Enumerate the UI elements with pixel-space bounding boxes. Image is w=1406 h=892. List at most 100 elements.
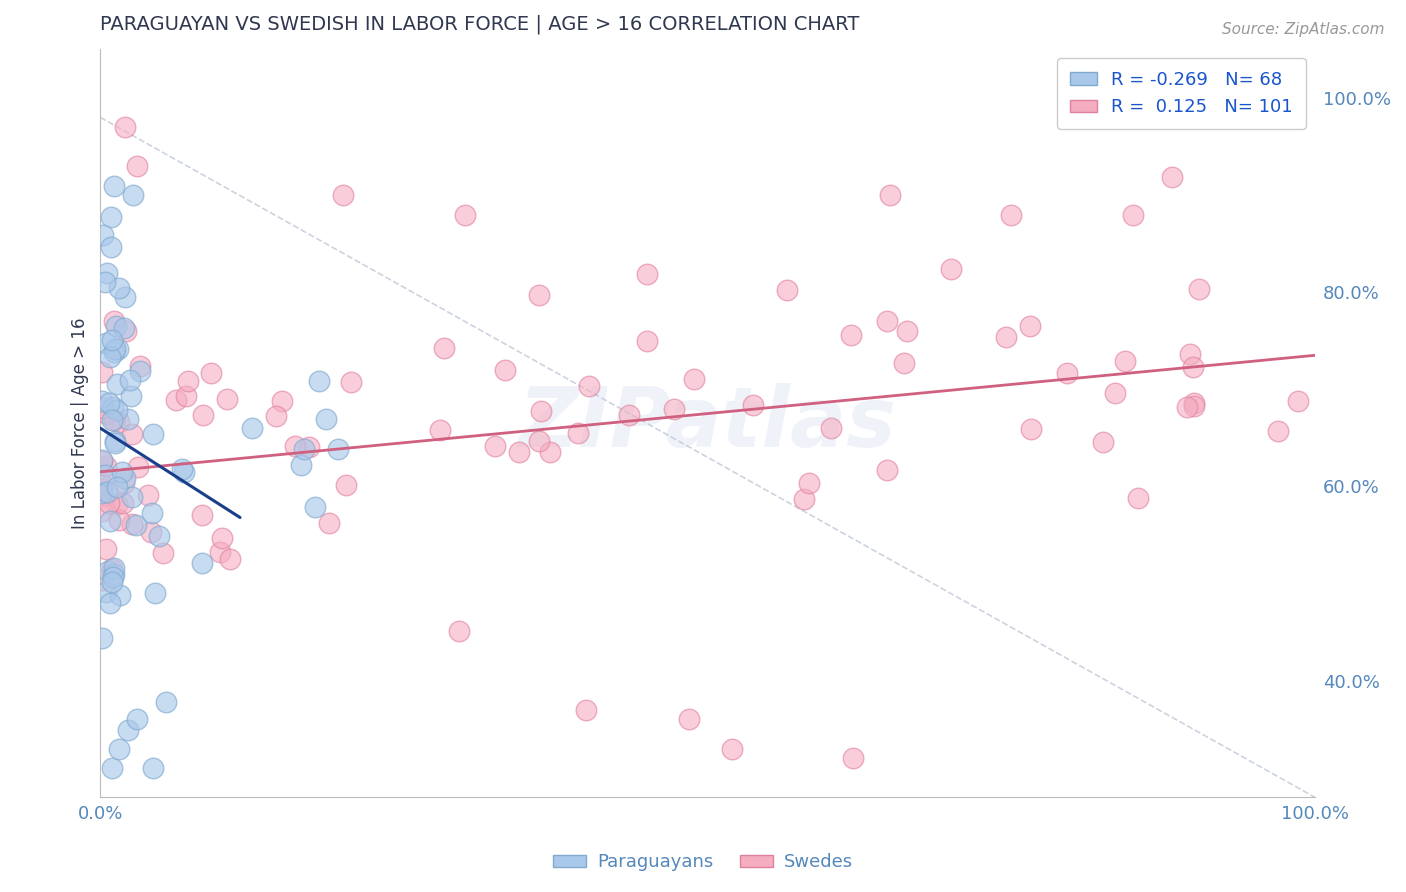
Text: PARAGUAYAN VS SWEDISH IN LABOR FORCE | AGE > 16 CORRELATION CHART: PARAGUAYAN VS SWEDISH IN LABOR FORCE | A… [100,15,859,35]
Point [896,325,918,339]
Point [575,703,598,717]
Point [91,394,114,409]
Point [101,562,124,576]
Point [112,475,135,490]
Point [90,453,112,467]
Point [290,458,312,472]
Point [90,485,112,500]
Point [117,412,139,426]
Point [107,741,129,756]
Point [104,434,127,448]
Point [1286,394,1309,409]
Point [152,546,174,560]
Point [120,389,142,403]
Point [93,401,115,415]
Point [94,335,117,350]
Point [1267,424,1289,438]
Point [112,320,135,334]
Point [112,496,135,510]
Point [103,412,125,426]
Legend: Paraguayans, Swedes: Paraguayans, Swedes [546,847,860,879]
Point [100,350,122,364]
Point [103,561,125,575]
Point [308,374,330,388]
Point [1056,366,1078,380]
Point [820,421,842,435]
Point [879,188,901,202]
Point [1175,400,1198,414]
Point [101,413,124,427]
Point [118,373,141,387]
Point [104,319,127,334]
Point [93,227,115,242]
Point [108,415,131,429]
Point [678,712,700,726]
Point [218,552,240,566]
Point [332,188,354,202]
Point [1126,491,1149,505]
Point [111,465,134,479]
Point [100,210,122,224]
Point [292,442,315,456]
Point [96,267,118,281]
Point [103,314,125,328]
Point [136,488,159,502]
Point [617,408,640,422]
Point [90,476,112,491]
Point [995,330,1018,344]
Point [101,400,124,414]
Point [340,375,363,389]
Point [191,556,214,570]
Y-axis label: In Labor Force | Age > 16: In Labor Force | Age > 16 [72,318,89,529]
Point [96,407,118,421]
Point [793,492,815,507]
Point [142,426,165,441]
Point [876,314,898,328]
Point [270,393,292,408]
Point [209,545,232,559]
Point [90,504,112,518]
Point [211,531,233,545]
Point [101,570,124,584]
Point [797,475,820,490]
Point [93,276,115,290]
Point [142,761,165,775]
Point [121,491,143,505]
Point [1161,170,1184,185]
Point [155,695,177,709]
Point [173,465,195,479]
Point [527,434,550,449]
Point [508,445,530,459]
Point [264,409,287,424]
Point [91,632,114,646]
Point [776,284,799,298]
Point [110,588,132,602]
Point [97,564,120,578]
Point [941,261,963,276]
Point [1104,385,1126,400]
Point [1188,281,1211,295]
Point [538,444,561,458]
Point [101,574,124,589]
Point [90,454,112,468]
Point [105,376,128,391]
Point [96,459,118,474]
Point [217,392,239,406]
Point [96,485,118,500]
Point [90,574,112,588]
Point [1092,435,1115,450]
Point [107,497,129,511]
Point [148,529,170,543]
Point [103,567,125,582]
Point [1000,207,1022,221]
Point [125,159,148,173]
Point [97,496,120,510]
Point [121,427,143,442]
Point [117,723,139,738]
Point [636,334,658,348]
Point [433,342,456,356]
Point [90,365,112,379]
Point [494,362,516,376]
Point [114,471,136,485]
Point [315,412,337,426]
